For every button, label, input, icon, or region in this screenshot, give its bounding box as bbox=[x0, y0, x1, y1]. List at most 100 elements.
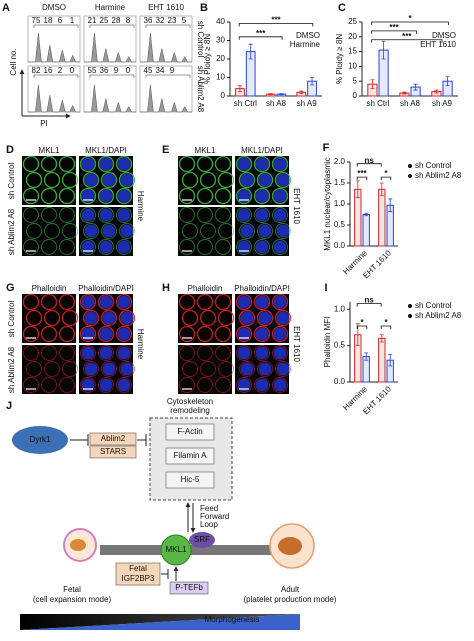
histogram bbox=[28, 84, 80, 113]
cell bbox=[115, 293, 133, 311]
cell bbox=[271, 187, 289, 205]
nucleus bbox=[237, 240, 251, 254]
nucleus bbox=[237, 295, 251, 309]
side-label: Harmine bbox=[136, 191, 145, 222]
nucleus bbox=[273, 240, 287, 254]
gate-value: 75 bbox=[32, 16, 41, 25]
cell bbox=[272, 345, 288, 361]
nucleus bbox=[255, 208, 269, 222]
y-axis-label: Phalloidin MFI bbox=[323, 317, 332, 368]
cell bbox=[116, 239, 132, 255]
nucleus bbox=[81, 295, 95, 309]
nucleus bbox=[240, 362, 254, 376]
nucleus bbox=[102, 362, 116, 376]
cells bbox=[22, 155, 79, 205]
significance-bracket bbox=[380, 325, 392, 329]
axis-label: PI bbox=[40, 119, 48, 128]
cell bbox=[98, 377, 114, 393]
cell bbox=[178, 325, 196, 343]
row-label: sh Ablim2 A8 bbox=[196, 66, 205, 113]
panel-label: A bbox=[2, 2, 10, 14]
cell bbox=[271, 325, 289, 343]
cell bbox=[236, 377, 252, 393]
cell bbox=[58, 187, 76, 205]
y-tick-label: 30 bbox=[216, 36, 225, 45]
significance: *** bbox=[256, 29, 266, 38]
cell bbox=[253, 325, 271, 343]
significance-bracket bbox=[356, 325, 368, 329]
cell bbox=[197, 377, 213, 393]
node bbox=[115, 562, 161, 586]
y-tick-label: 0.5 bbox=[334, 220, 346, 229]
nucleus bbox=[240, 224, 254, 238]
node bbox=[165, 423, 215, 441]
cell bbox=[215, 207, 231, 223]
cell bbox=[41, 207, 57, 223]
gate-value: 8 bbox=[126, 16, 131, 25]
column-label: MKL1/DAPI bbox=[241, 146, 283, 155]
nucleus bbox=[117, 346, 131, 360]
node bbox=[165, 447, 215, 465]
cells bbox=[80, 345, 135, 393]
cells bbox=[23, 207, 78, 255]
gate-bracket bbox=[145, 24, 191, 28]
row-label: sh Control bbox=[7, 163, 16, 200]
y-tick-label: 0.0 bbox=[334, 241, 346, 250]
cell bbox=[119, 223, 135, 239]
gate-value: 9 bbox=[114, 66, 119, 75]
x-tick-label: sh A9 bbox=[297, 99, 318, 108]
nucleus bbox=[102, 224, 116, 238]
legend-entry: DMSO bbox=[296, 31, 320, 40]
histogram bbox=[28, 33, 80, 63]
gradient-bar bbox=[20, 614, 300, 630]
significance: * bbox=[408, 14, 412, 23]
nucleus bbox=[237, 157, 251, 171]
node bbox=[12, 426, 68, 454]
node bbox=[89, 445, 137, 459]
cells bbox=[179, 207, 234, 255]
cell bbox=[239, 223, 255, 239]
bar bbox=[378, 188, 386, 247]
cell bbox=[80, 239, 96, 255]
error-bar bbox=[268, 93, 273, 96]
x-tick-label: sh Ctrl bbox=[234, 99, 257, 108]
column-label: MKL1 bbox=[195, 146, 216, 155]
cell bbox=[197, 239, 213, 255]
y-tick-label: 1.0 bbox=[334, 304, 346, 313]
nucleus bbox=[99, 295, 113, 309]
inhibit-arrow bbox=[70, 434, 89, 446]
cell bbox=[98, 207, 114, 223]
nucleus bbox=[84, 224, 98, 238]
cells bbox=[79, 155, 136, 205]
significance-bracket bbox=[371, 39, 443, 43]
legend-marker bbox=[408, 304, 412, 308]
nucleus bbox=[81, 208, 95, 222]
column-label: Phalloidin/DAPI bbox=[78, 284, 134, 293]
cell bbox=[239, 361, 255, 377]
micrograph bbox=[178, 156, 232, 205]
cell bbox=[275, 361, 291, 377]
bar bbox=[362, 214, 370, 247]
nucleus bbox=[237, 378, 251, 392]
cells bbox=[178, 293, 235, 343]
node-label: IGF2BP3 bbox=[122, 574, 155, 583]
cell bbox=[58, 325, 76, 343]
nucleus bbox=[99, 189, 113, 203]
y-tick-label: 20 bbox=[216, 54, 225, 63]
cell bbox=[214, 293, 232, 311]
cell bbox=[178, 187, 196, 205]
nucleus bbox=[117, 378, 131, 392]
cell bbox=[43, 309, 61, 327]
node-label: Filamin A bbox=[174, 451, 208, 460]
node-label: STARS bbox=[100, 447, 126, 456]
node-label: remodeling bbox=[170, 406, 210, 415]
cell bbox=[235, 293, 253, 311]
column-label: DMSO bbox=[42, 3, 66, 12]
micrograph bbox=[178, 345, 232, 394]
cell bbox=[199, 309, 217, 327]
column-label: Phalloidin bbox=[32, 284, 67, 293]
y-tick-label: 1.0 bbox=[334, 199, 346, 208]
node bbox=[169, 581, 209, 595]
nucleus bbox=[117, 157, 131, 171]
y-tick-label: 20 bbox=[348, 32, 357, 41]
